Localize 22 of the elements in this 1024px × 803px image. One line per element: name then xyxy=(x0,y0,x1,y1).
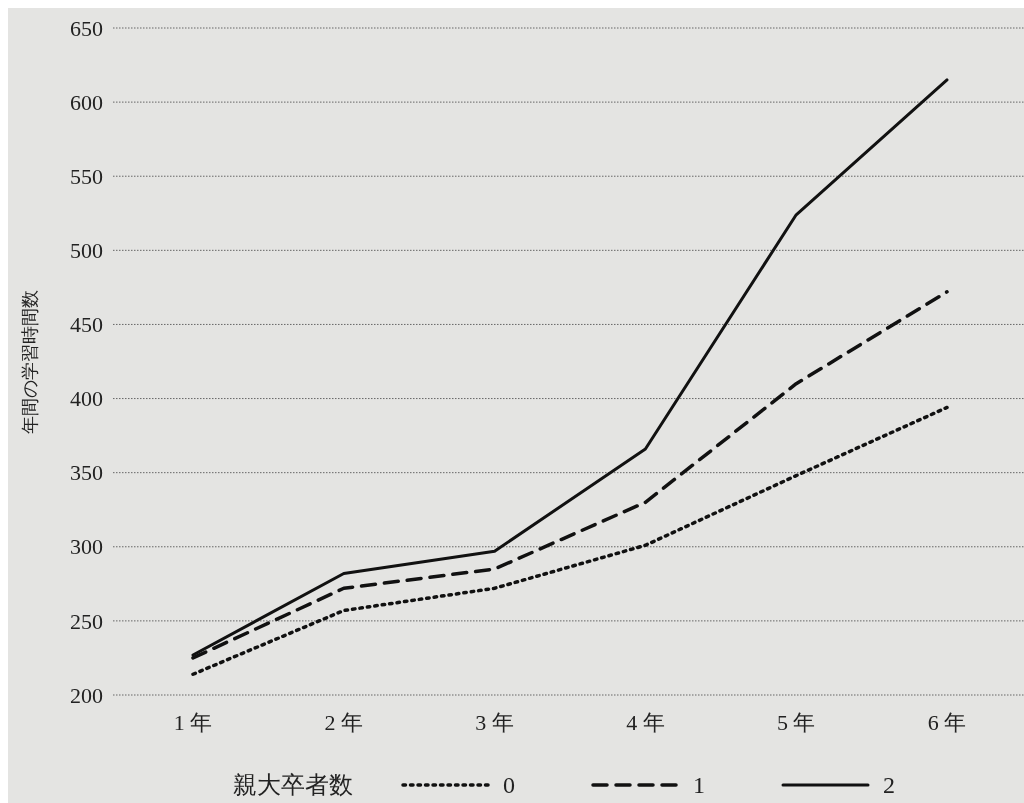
legend-title: 親大卒者数 xyxy=(233,772,353,799)
y-tick-label: 450 xyxy=(70,312,103,338)
y-axis-title: 年間の学習時間数 xyxy=(19,289,40,434)
x-tick-label: 1 年 xyxy=(173,710,213,735)
legend-label: 1 xyxy=(693,772,705,799)
y-tick-label: 300 xyxy=(70,534,103,560)
x-tick-label: 3 年 xyxy=(475,710,514,735)
legend-label: 2 xyxy=(883,772,895,799)
y-tick-label: 600 xyxy=(70,89,103,115)
y-tick-label: 200 xyxy=(70,682,103,708)
x-tick-label: 5 年 xyxy=(776,710,816,735)
x-tick-label: 6 年 xyxy=(927,710,967,735)
legend-label: 0 xyxy=(503,772,515,799)
y-tick-label: 350 xyxy=(70,460,103,486)
y-tick-label: 650 xyxy=(70,15,103,41)
x-tick-label: 4 年 xyxy=(626,710,665,735)
line-series xyxy=(191,405,949,676)
y-tick-label: 550 xyxy=(70,163,103,189)
x-tick-label: 2 年 xyxy=(324,710,364,735)
y-tick-label: 250 xyxy=(70,608,103,634)
y-tick-label: 500 xyxy=(70,238,103,264)
y-tick-label: 400 xyxy=(70,386,103,412)
